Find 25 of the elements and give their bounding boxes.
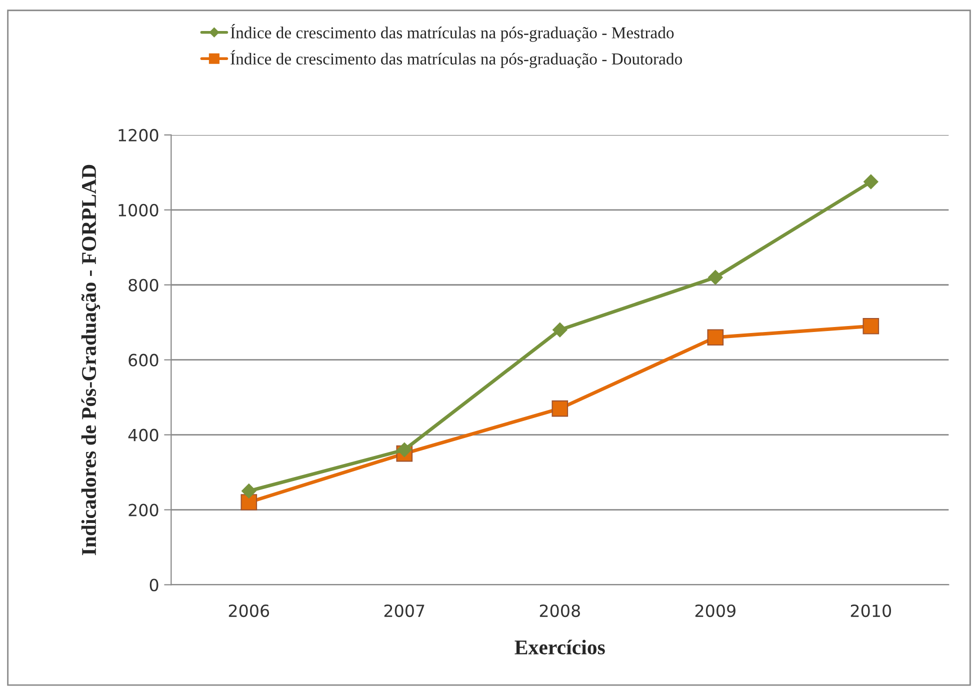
- point: [864, 174, 878, 190]
- point: [707, 329, 724, 346]
- y-tick-label: 1000: [118, 204, 158, 216]
- y-axis-title: Indicadores de Pós-Graduação - FORPLAD: [81, 164, 100, 556]
- y-tick-label: 0: [150, 578, 158, 592]
- x-tick-label: 2009: [695, 604, 736, 618]
- y-tick-label: 400: [128, 428, 158, 442]
- point: [552, 322, 568, 338]
- y-tick-label: 200: [128, 504, 158, 516]
- point: [242, 484, 256, 498]
- y-tick-label: 600: [128, 354, 158, 366]
- x-tick-label: 2008: [540, 604, 580, 618]
- point: [862, 318, 880, 334]
- x-tick-label: 2010: [850, 604, 892, 618]
- x-tick-label: 2007: [384, 604, 424, 618]
- point: [240, 494, 258, 510]
- legend-label: Índice de crescimento das matrículas na pós-graduação - Doutorado: [230, 50, 682, 68]
- x-axis-title: Exercícios: [514, 640, 605, 654]
- legend-label: Índice de crescimento das matrículas na pós-graduação - Mestrado: [230, 24, 674, 42]
- point: [397, 442, 412, 458]
- y-tick-label: 1200: [118, 128, 158, 142]
- point: [708, 270, 723, 285]
- point: [552, 400, 568, 417]
- x-tick-label: 2006: [228, 604, 270, 618]
- y-tick-label: 800: [128, 278, 158, 292]
